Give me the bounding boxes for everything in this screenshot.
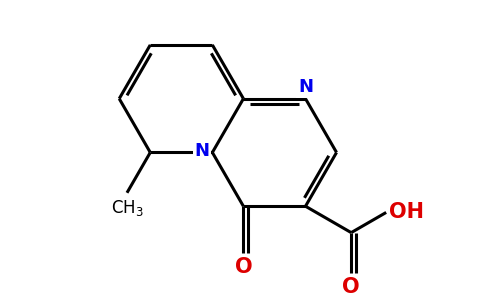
Text: O: O [342,278,360,298]
Text: N: N [195,142,210,160]
Text: CH$_3$: CH$_3$ [111,198,143,218]
Text: N: N [298,78,313,96]
Text: O: O [235,257,252,277]
Text: OH: OH [389,202,424,222]
